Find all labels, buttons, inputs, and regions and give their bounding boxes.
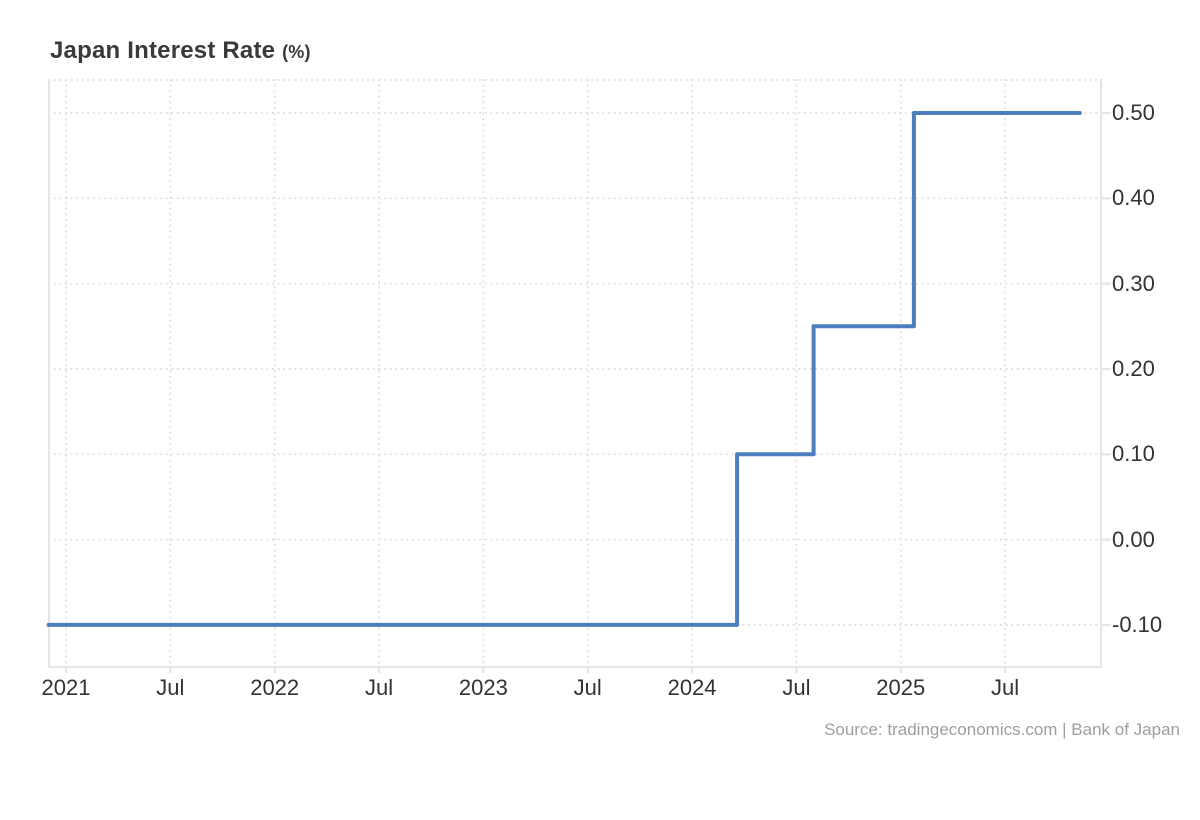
y-tick-label: 0.40 bbox=[1112, 185, 1155, 211]
x-axis-labels: 2021 Jul 2022 Jul 2023 Jul 2024 Jul 2025 Jul bbox=[42, 675, 1102, 705]
chart-title-text: Japan Interest Rate bbox=[50, 37, 276, 64]
x-tick-label: 2023 bbox=[458, 675, 508, 700]
y-tick-label: 0.30 bbox=[1112, 270, 1155, 296]
y-tick-label: 0.10 bbox=[1112, 441, 1155, 467]
x-tick-label: 2025 bbox=[876, 675, 926, 700]
chart-title: Japan Interest Rate (%) bbox=[50, 37, 311, 65]
source-attribution: Source: tradingeconomics.com | Bank of J… bbox=[824, 720, 1180, 739]
y-axis-labels: 0.50 0.40 0.30 0.20 0.10 0.00 -0.10 bbox=[1112, 79, 1200, 668]
y-tick-label: 0.50 bbox=[1112, 99, 1155, 125]
chart-title-unit: (%) bbox=[282, 42, 311, 62]
x-tick-label: Jul bbox=[156, 675, 185, 700]
x-tick-label: Jul bbox=[782, 675, 811, 700]
plot-area[interactable] bbox=[46, 79, 1111, 673]
x-tick-label: Jul bbox=[991, 675, 1020, 700]
y-tick-label: 0.20 bbox=[1112, 355, 1155, 381]
step-line-chart bbox=[46, 79, 1111, 673]
x-tick-label: Jul bbox=[573, 675, 602, 700]
y-tick-label: -0.10 bbox=[1112, 611, 1163, 637]
x-tick-label: 2022 bbox=[250, 675, 300, 700]
x-tick-label: 2024 bbox=[667, 675, 717, 700]
y-tick-label: 0.00 bbox=[1112, 526, 1155, 552]
x-tick-label: Jul bbox=[364, 675, 394, 700]
interest-rate-step-line bbox=[46, 111, 1082, 627]
x-tick-label: 2021 bbox=[41, 675, 91, 700]
